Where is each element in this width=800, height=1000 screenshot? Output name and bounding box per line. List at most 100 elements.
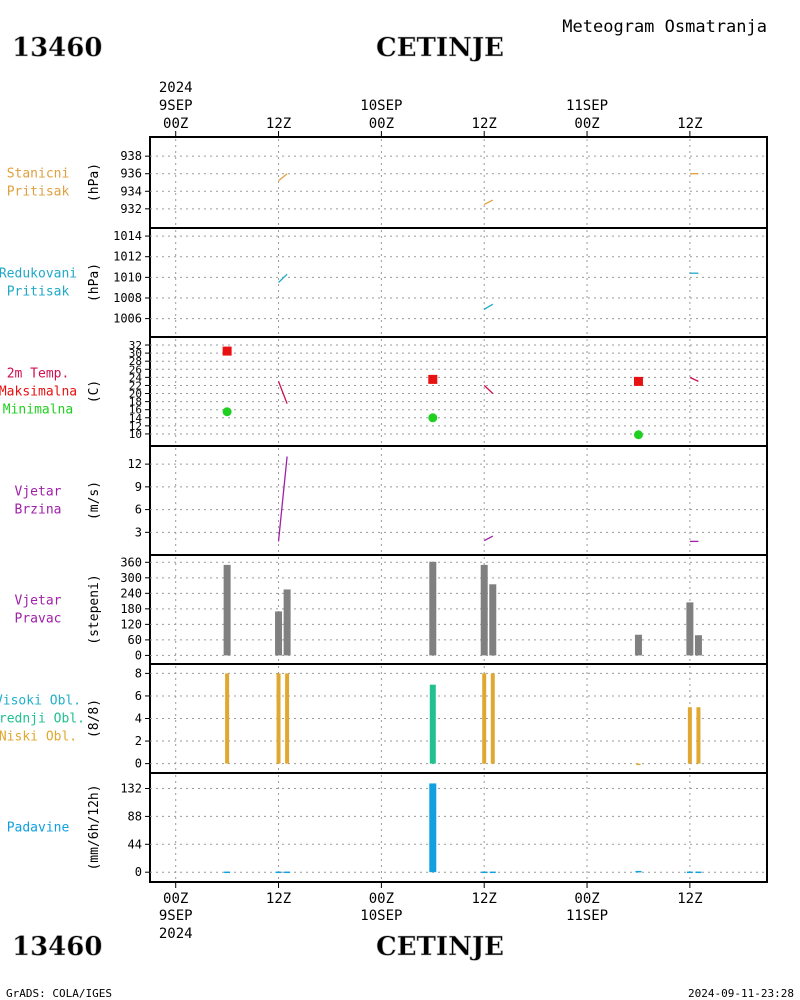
wind-direction-bar: [480, 564, 488, 656]
y-tick-label: 132: [120, 782, 142, 796]
wind-direction-bar: [694, 635, 702, 656]
station-name-bottom: CETINJE: [376, 932, 504, 962]
top-hour-label: 12Z: [472, 116, 497, 132]
y-tick-label: 2: [135, 734, 142, 748]
panel-label: Pritisak: [7, 185, 70, 200]
panels-group: 932934936938(hPa)StanicniPritisak1006100…: [0, 139, 767, 880]
panel-station_pressure: 932 934 936 938 (hPa) Stanicni Pritisak: [7, 139, 767, 226]
cloud-bar: [696, 707, 701, 764]
cloud-bar: [687, 707, 692, 764]
data-line-segment: [483, 303, 494, 310]
y-tick-label: 0: [135, 757, 142, 771]
y-tick-label: 14: [129, 412, 143, 425]
panel-wind_speed: 3 6 9 12 (m/s) Vjetar Brzina: [15, 445, 767, 553]
panel-clouds: 0 2 4 6 8 (8/8) Visoki Obl. Srednji Obl. Niski O…: [0, 663, 767, 771]
panel-reduced_pressure: 1006 1008 1010 1012 1014 (hPa) Redukovani Priti…: [0, 227, 767, 335]
panel-label: Niski Obl.: [0, 730, 77, 745]
precip-bar: [481, 871, 488, 874]
panel-label: Srednji Obl.: [0, 712, 85, 727]
top-hour-label: 00Z: [574, 116, 599, 132]
panel-label: Pravac: [15, 612, 62, 627]
wind-direction-bar: [634, 634, 642, 656]
plot-frame: [149, 136, 768, 883]
y-tick-label: 1014: [113, 229, 142, 243]
station-id-top: 13460: [12, 33, 102, 63]
cloud-bar: [276, 673, 281, 764]
bottom-year-label: 2024: [159, 926, 193, 942]
wind-direction-bar: [275, 611, 283, 656]
y-tick-label: 16: [129, 404, 142, 417]
precip-bar: [695, 871, 702, 874]
cloud-bar: [636, 763, 641, 766]
precip-bar: [686, 871, 693, 874]
bottom-date-label: 9SEP: [159, 908, 193, 924]
data-line-segment: [689, 376, 699, 382]
precip-bar: [635, 870, 642, 873]
data-line-segment: [278, 273, 288, 283]
panel-label: Pritisak: [7, 285, 70, 300]
y-tick-label: 12: [128, 457, 142, 471]
y-tick-label: 0: [135, 865, 142, 879]
bottom-date-label: 10SEP: [360, 908, 402, 924]
cloud-bar: [429, 684, 436, 764]
cloud-bar: [225, 673, 230, 764]
cloud-bar: [490, 673, 495, 764]
precip-bar: [284, 871, 291, 874]
y-tick-label: 28: [129, 355, 142, 368]
panel-label: Visoki Obl.: [0, 694, 81, 709]
y-tick-label: 26: [129, 363, 142, 376]
tmax-marker: [428, 374, 438, 384]
y-tick-label: 300: [120, 571, 142, 585]
bottom-hour-label: 12Z: [472, 891, 497, 907]
y-tick-label: 6: [135, 689, 142, 703]
wind-direction-bar: [489, 584, 497, 656]
y-axis-label: (C): [87, 380, 102, 403]
y-tick-label: 932: [120, 202, 142, 216]
top-year-label: 2024: [159, 80, 193, 96]
tmin-marker: [222, 407, 232, 417]
bottom-date-label: 11SEP: [566, 908, 608, 924]
y-tick-label: 9: [135, 480, 142, 494]
precip-bar: [429, 783, 437, 873]
y-tick-label: 1012: [113, 250, 142, 264]
data-line-segment: [483, 199, 494, 205]
y-axis-label: (hPa): [87, 163, 102, 202]
bottom-hour-label: 00Z: [369, 891, 394, 907]
y-tick-label: 12: [129, 420, 142, 433]
panel-label: Maksimalna: [0, 385, 77, 400]
data-line-segment: [277, 456, 288, 542]
footer-credit: GrADS: COLA/IGES: [6, 987, 112, 1000]
panel-label: Padavine: [7, 821, 70, 836]
y-tick-label: 3: [135, 525, 142, 539]
y-tick-label: 180: [120, 602, 142, 616]
top-date-label: 11SEP: [566, 98, 608, 114]
station-name-top: CETINJE: [376, 33, 504, 63]
precip-bar: [489, 871, 496, 874]
y-tick-label: 20: [129, 388, 142, 401]
y-axis-label: (stepeni): [87, 574, 102, 644]
panel-label: Vjetar: [15, 485, 62, 500]
y-tick-label: 4: [135, 712, 142, 726]
top-hour-label: 00Z: [163, 116, 188, 132]
top-hour-label: 00Z: [369, 116, 394, 132]
y-axis-label: (8/8): [87, 699, 102, 738]
top-hour-label: 12Z: [677, 116, 702, 132]
y-tick-label: 934: [120, 184, 142, 198]
tmin-marker: [428, 413, 438, 423]
panel-label: Vjetar: [15, 594, 62, 609]
panel-label: Brzina: [15, 503, 62, 518]
y-axis-label: (hPa): [87, 263, 102, 302]
wind-direction-bar: [283, 589, 291, 656]
y-tick-label: 1006: [113, 312, 142, 326]
wind-direction-bar: [686, 602, 694, 656]
y-tick-label: 24: [129, 371, 143, 384]
tmax-marker: [633, 376, 643, 386]
cloud-bar: [285, 673, 290, 764]
panel-label: 2m Temp.: [7, 367, 70, 382]
bottom-hour-label: 12Z: [266, 891, 291, 907]
cloud-bar: [482, 673, 487, 764]
panel-precipitation: 0 44 88 132 (mm/6h/12h) Padavine: [7, 772, 767, 880]
